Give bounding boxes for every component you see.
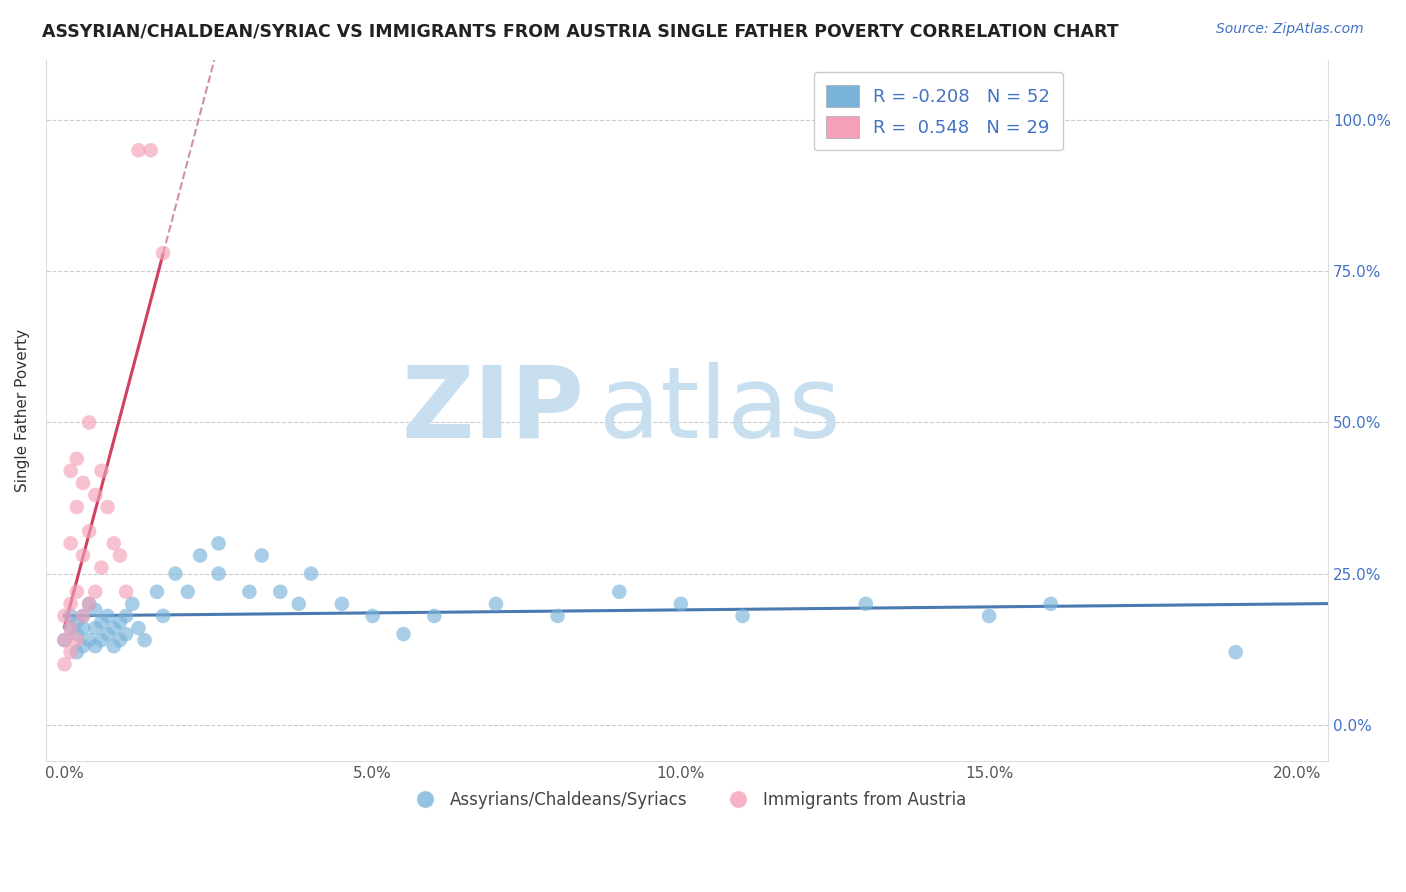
Point xyxy=(59,621,82,635)
Point xyxy=(97,500,120,514)
Point xyxy=(66,584,89,599)
Point xyxy=(84,621,107,635)
Point xyxy=(287,597,309,611)
Point xyxy=(269,584,291,599)
Point xyxy=(146,584,169,599)
Point xyxy=(238,584,260,599)
Point xyxy=(53,609,76,624)
Point xyxy=(66,627,89,641)
Point xyxy=(66,645,89,659)
Point xyxy=(97,627,120,641)
Point xyxy=(59,597,82,611)
Point xyxy=(207,536,229,550)
Point xyxy=(108,633,131,648)
Point xyxy=(90,464,112,478)
Point xyxy=(392,627,415,641)
Text: Source: ZipAtlas.com: Source: ZipAtlas.com xyxy=(1216,22,1364,37)
Point xyxy=(59,621,82,635)
Point xyxy=(361,609,384,624)
Point xyxy=(72,609,94,624)
Point xyxy=(90,633,112,648)
Point xyxy=(77,524,100,539)
Point xyxy=(72,621,94,635)
Point xyxy=(152,246,174,260)
Point xyxy=(103,536,125,550)
Point xyxy=(207,566,229,581)
Point xyxy=(53,657,76,672)
Point xyxy=(90,560,112,574)
Point xyxy=(84,603,107,617)
Text: ASSYRIAN/CHALDEAN/SYRIAC VS IMMIGRANTS FROM AUSTRIA SINGLE FATHER POVERTY CORREL: ASSYRIAN/CHALDEAN/SYRIAC VS IMMIGRANTS F… xyxy=(42,22,1119,40)
Point xyxy=(77,597,100,611)
Text: atlas: atlas xyxy=(599,362,841,458)
Y-axis label: Single Father Poverty: Single Father Poverty xyxy=(15,329,30,491)
Point xyxy=(59,464,82,478)
Point xyxy=(97,609,120,624)
Point xyxy=(121,597,143,611)
Point xyxy=(72,549,94,563)
Point xyxy=(59,536,82,550)
Point xyxy=(250,549,273,563)
Text: ZIP: ZIP xyxy=(402,362,585,458)
Point xyxy=(299,566,322,581)
Point xyxy=(127,621,149,635)
Legend: Assyrians/Chaldeans/Syriacs, Immigrants from Austria: Assyrians/Chaldeans/Syriacs, Immigrants … xyxy=(402,785,973,816)
Point xyxy=(127,144,149,158)
Point xyxy=(66,451,89,466)
Point xyxy=(108,549,131,563)
Point xyxy=(66,500,89,514)
Point xyxy=(103,639,125,653)
Point xyxy=(1039,597,1062,611)
Point xyxy=(855,597,877,611)
Point xyxy=(59,609,82,624)
Point xyxy=(977,609,1000,624)
Point xyxy=(731,609,754,624)
Point xyxy=(188,549,211,563)
Point xyxy=(177,584,200,599)
Point xyxy=(152,609,174,624)
Point xyxy=(108,615,131,629)
Point xyxy=(547,609,569,624)
Point xyxy=(72,609,94,624)
Point xyxy=(53,633,76,648)
Point xyxy=(139,144,162,158)
Point xyxy=(103,621,125,635)
Point xyxy=(77,416,100,430)
Point xyxy=(84,639,107,653)
Point xyxy=(330,597,353,611)
Point xyxy=(115,627,138,641)
Point xyxy=(115,584,138,599)
Point xyxy=(53,633,76,648)
Point xyxy=(115,609,138,624)
Point xyxy=(77,597,100,611)
Point xyxy=(669,597,692,611)
Point xyxy=(72,475,94,490)
Point xyxy=(59,645,82,659)
Point xyxy=(165,566,187,581)
Point xyxy=(134,633,156,648)
Point xyxy=(72,639,94,653)
Point xyxy=(84,584,107,599)
Point xyxy=(66,633,89,648)
Point xyxy=(1225,645,1247,659)
Point xyxy=(423,609,446,624)
Point xyxy=(90,615,112,629)
Point xyxy=(607,584,630,599)
Point xyxy=(77,633,100,648)
Point xyxy=(84,488,107,502)
Point xyxy=(66,615,89,629)
Point xyxy=(485,597,508,611)
